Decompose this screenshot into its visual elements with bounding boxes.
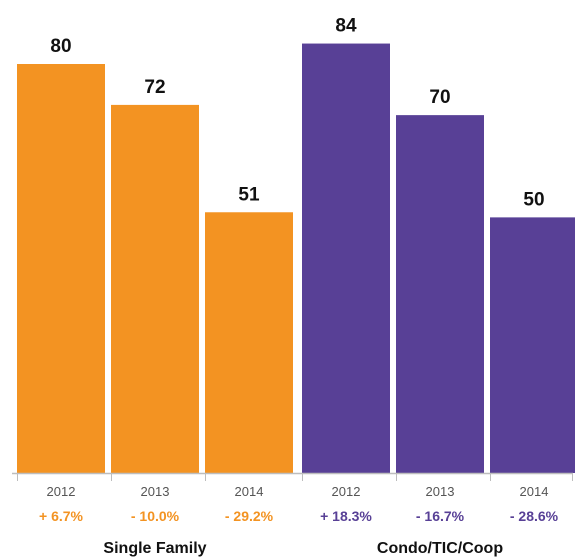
- bar: [111, 104, 199, 474]
- data-label: 51: [238, 184, 260, 205]
- change-label: - 28.6%: [510, 508, 559, 524]
- bar: [302, 43, 390, 474]
- labels-layer: 80 2012 + 6.7% 72 2013 - 10.0% 51 2014 - 29.2% Si…: [39, 16, 559, 557]
- bars-layer: [17, 43, 575, 474]
- data-label: 84: [335, 16, 357, 37]
- change-label: - 10.0%: [131, 508, 180, 524]
- x-tick-label: 2014: [235, 484, 264, 499]
- group-label: Single Family: [103, 540, 206, 557]
- group-label: Condo/TIC/Coop: [377, 540, 503, 557]
- change-label: + 18.3%: [320, 508, 372, 524]
- change-label: - 16.7%: [416, 508, 465, 524]
- bar: [396, 115, 484, 473]
- bar: [17, 64, 105, 473]
- bar: [490, 217, 575, 473]
- data-label: 72: [144, 77, 165, 98]
- data-label: 80: [50, 36, 71, 57]
- change-label: + 6.7%: [39, 508, 84, 524]
- x-tick-label: 2013: [141, 484, 170, 499]
- x-tick-label: 2012: [332, 484, 361, 499]
- data-label: 50: [523, 189, 544, 210]
- change-label: - 29.2%: [225, 508, 274, 524]
- bar: [205, 212, 293, 473]
- data-label: 70: [429, 87, 450, 108]
- x-tick-label: 2012: [47, 484, 76, 499]
- x-axis: [12, 472, 573, 481]
- x-tick-label: 2013: [426, 484, 455, 499]
- x-tick-label: 2014: [520, 484, 549, 499]
